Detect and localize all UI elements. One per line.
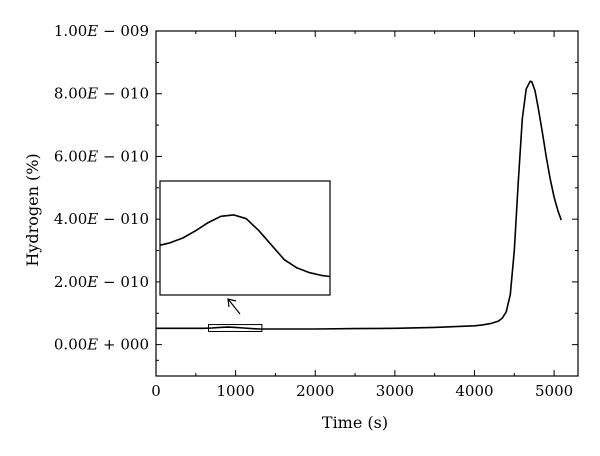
inset-series-line xyxy=(159,214,331,278)
series xyxy=(156,80,563,330)
inset-frame xyxy=(159,180,331,296)
x-ticks: 0 1000 2000 3000 4000 5000 xyxy=(151,31,573,400)
y-axis-title: Hydrogen (%) xyxy=(23,153,42,266)
inset-arrow-shaft xyxy=(227,298,241,315)
series-line xyxy=(156,80,563,330)
y-tick-label: 8.00E − 010 xyxy=(54,85,149,103)
inset-arrow-head xyxy=(227,298,237,308)
x-tick-label: 4000 xyxy=(455,382,493,400)
x-tick-label: 1000 xyxy=(217,382,255,400)
y-tick-label: 6.00E − 010 xyxy=(54,147,149,165)
x-axis-title: Time (s) xyxy=(322,413,388,432)
x-tick-label: 5000 xyxy=(535,382,573,400)
y-tick-label: 2.00E − 010 xyxy=(54,273,149,291)
inset xyxy=(159,180,331,332)
plot-frame xyxy=(155,30,579,377)
x-tick-label: 2000 xyxy=(296,382,334,400)
y-ticks: 0.00E + 000 2.00E − 010 4.00E − 010 6.00E −… xyxy=(54,22,578,361)
y-tick-label: 0.00E + 000 xyxy=(54,336,149,354)
y-tick-label: 4.00E − 010 xyxy=(54,210,149,228)
x-tick-label: 3000 xyxy=(376,382,414,400)
y-tick-label: 1.00E − 009 xyxy=(54,22,149,40)
x-tick-label: 0 xyxy=(151,382,161,400)
zoom-region-box xyxy=(208,324,263,332)
